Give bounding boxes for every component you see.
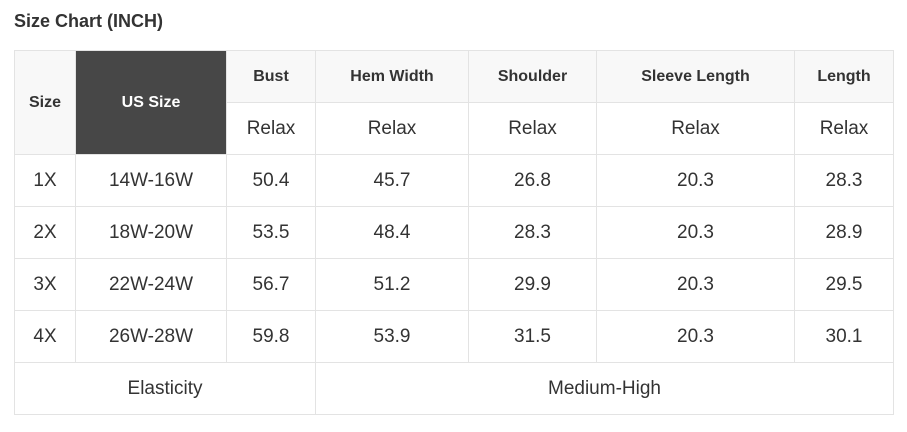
table-cell: 56.7 xyxy=(226,258,316,311)
table-cell: 20.3 xyxy=(596,310,795,363)
table-cell: 28.9 xyxy=(794,206,894,259)
table-cell: 51.2 xyxy=(315,258,469,311)
footer-row: Elasticity Medium-High xyxy=(14,362,894,415)
table-cell: 3X xyxy=(14,258,76,311)
table-cell: 2X xyxy=(14,206,76,259)
table-cell: 53.5 xyxy=(226,206,316,259)
header-size: Size xyxy=(14,50,76,155)
table-cell: 18W-20W xyxy=(75,206,227,259)
elasticity-value: Medium-High xyxy=(315,362,894,415)
fit-cell: Relax xyxy=(315,102,469,155)
table-row: 1X 14W-16W 50.4 45.7 26.8 20.3 28.3 xyxy=(14,154,894,207)
table-cell: 28.3 xyxy=(794,154,894,207)
table-cell: 26W-28W xyxy=(75,310,227,363)
fit-cell: Relax xyxy=(596,102,795,155)
table-cell: 59.8 xyxy=(226,310,316,363)
table-cell: 1X xyxy=(14,154,76,207)
table-cell: 48.4 xyxy=(315,206,469,259)
table-row: 4X 26W-28W 59.8 53.9 31.5 20.3 30.1 xyxy=(14,310,894,363)
table-cell: 29.9 xyxy=(468,258,597,311)
fit-row: Relax Relax Relax Relax Relax xyxy=(15,102,894,155)
fit-cell: Relax xyxy=(794,102,894,155)
size-chart-table: Size US Size Bust Hem Width Shoulder Sle… xyxy=(14,50,894,415)
table-cell: 20.3 xyxy=(596,206,795,259)
table-cell: 20.3 xyxy=(596,154,795,207)
table-cell: 26.8 xyxy=(468,154,597,207)
header-shoulder: Shoulder xyxy=(468,50,597,103)
table-row: 2X 18W-20W 53.5 48.4 28.3 20.3 28.9 xyxy=(14,206,894,259)
header-us-size: US Size xyxy=(75,50,227,155)
table-cell: 14W-16W xyxy=(75,154,227,207)
fit-cell: Relax xyxy=(226,102,316,155)
table-cell: 28.3 xyxy=(468,206,597,259)
header-length: Length xyxy=(794,50,894,103)
table-cell: 29.5 xyxy=(794,258,894,311)
header-row: Size US Size Bust Hem Width Shoulder Sle… xyxy=(14,50,894,155)
table-cell: 50.4 xyxy=(226,154,316,207)
header-bust: Bust xyxy=(226,50,316,103)
page-title: Size Chart (INCH) xyxy=(14,11,164,31)
fit-cell: Relax xyxy=(468,102,597,155)
header-sleeve-length: Sleeve Length xyxy=(596,50,795,103)
table-cell: 20.3 xyxy=(596,258,795,311)
table-cell: 4X xyxy=(14,310,76,363)
table-cell: 53.9 xyxy=(315,310,469,363)
table-cell: 30.1 xyxy=(794,310,894,363)
table-cell: 22W-24W xyxy=(75,258,227,311)
table-cell: 31.5 xyxy=(468,310,597,363)
table-row: 3X 22W-24W 56.7 51.2 29.9 20.3 29.5 xyxy=(14,258,894,311)
table-cell: 45.7 xyxy=(315,154,469,207)
header-hem-width: Hem Width xyxy=(315,50,469,103)
elasticity-label: Elasticity xyxy=(14,362,316,415)
